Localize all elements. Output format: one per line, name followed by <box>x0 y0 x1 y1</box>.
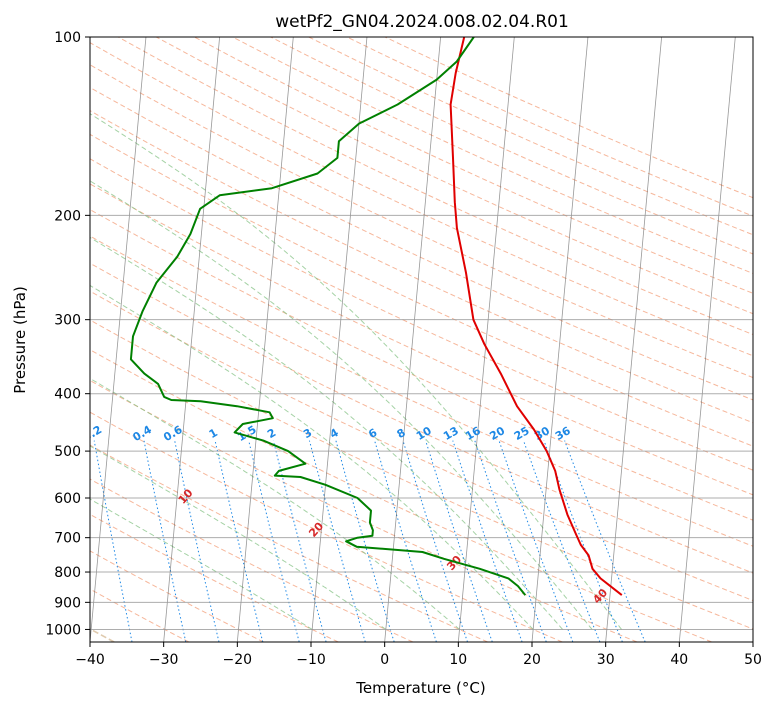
dry-adiabat <box>232 37 753 274</box>
dry-adiabat <box>90 110 753 424</box>
isotherm <box>678 37 736 642</box>
x-tick-label: 20 <box>523 652 541 668</box>
isotherm <box>457 37 515 642</box>
mixing-ratio-line <box>425 440 493 642</box>
dry-adiabat <box>90 262 753 574</box>
dry-adiabat <box>90 379 638 642</box>
temperature-profile-line <box>449 37 623 596</box>
mixing-ratio-line <box>335 440 395 642</box>
isotherm <box>310 37 368 642</box>
x-tick-label: −40 <box>75 652 105 668</box>
y-tick-label: 200 <box>54 208 81 224</box>
x-tick-label: −10 <box>296 652 326 668</box>
moist-adiabat <box>90 236 563 630</box>
moist-adiabat <box>90 498 313 630</box>
isotherm <box>384 37 442 642</box>
axes: −40 −30 −20 −10 0 10 20 30 40 50 100 200 300 400 500 60… <box>45 30 762 668</box>
y-tick-label: 100 <box>54 30 81 46</box>
chart-title: wetPf2_GN04.2024.008.02.04.R01 <box>275 12 569 32</box>
dewpoint-profile-line <box>129 37 527 596</box>
mixing-ratio-line <box>308 440 366 642</box>
y-tick-label: 900 <box>54 595 81 611</box>
isotherm <box>605 37 663 642</box>
y-tick-label: 600 <box>54 491 81 507</box>
mixing-ratio-line <box>523 440 601 642</box>
moist-adiabat <box>90 284 534 630</box>
dry-adiabat <box>90 86 753 401</box>
dry-adiabat <box>90 411 563 642</box>
y-tick-label: 800 <box>54 565 81 581</box>
moist-adiabat <box>90 180 593 630</box>
mixing-ratio-line <box>564 440 646 642</box>
mixing-ratio-line <box>214 440 264 642</box>
x-axis-label: Temperature (°C) <box>355 679 485 697</box>
moist-adiabat <box>90 113 622 630</box>
moist-adiabat <box>90 445 387 630</box>
isotherm <box>531 37 589 642</box>
dry-adiabat <box>90 183 753 496</box>
mixing-ratio-line <box>248 440 300 642</box>
y-tick-label: 300 <box>54 313 81 329</box>
x-tick-label: 40 <box>670 652 688 668</box>
x-tick-label: −30 <box>149 652 179 668</box>
y-tick-label: 400 <box>54 387 81 403</box>
y-tick-label: 700 <box>54 531 81 547</box>
y-tick-label: 500 <box>54 444 81 460</box>
dry-adiabat <box>308 37 753 236</box>
dry-adiabat <box>90 133 753 447</box>
plot-frame <box>89 36 754 643</box>
mixing-ratio-line <box>402 440 468 642</box>
y-axis-label: Pressure (hPa) <box>11 286 29 394</box>
x-tick-label: 0 <box>380 652 389 668</box>
mixing-ratio-line <box>272 440 327 642</box>
dry-adiabat <box>90 42 753 357</box>
dry-adiabat <box>90 319 753 630</box>
isotherm <box>236 37 294 642</box>
x-tick-label: 30 <box>597 652 615 668</box>
dry-adiabat <box>90 349 712 642</box>
isotherm <box>163 37 221 642</box>
x-tick-label: 10 <box>449 652 467 668</box>
x-tick-label: −20 <box>223 652 253 668</box>
dry-adiabat <box>117 37 753 336</box>
dry-adiabat <box>270 37 753 255</box>
dry-adiabat <box>90 235 753 547</box>
plot-area: -100-90-80-70-60-50-40-30-20-10010203040… <box>90 37 753 642</box>
y-tick-label: 1000 <box>45 622 81 638</box>
isotherm <box>90 37 147 642</box>
x-tick-label: 50 <box>744 652 762 668</box>
